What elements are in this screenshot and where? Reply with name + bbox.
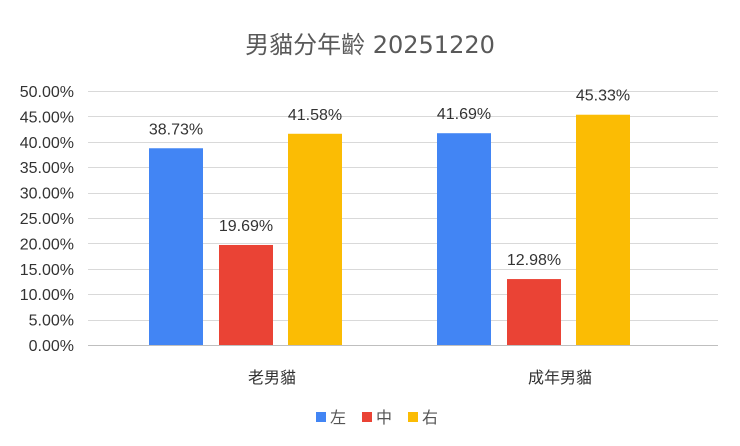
bar-右-老男貓	[288, 133, 342, 345]
bar-左-老男貓	[149, 148, 203, 345]
legend: 左中右	[316, 408, 438, 427]
legend-swatch	[362, 412, 372, 422]
bars	[149, 114, 630, 345]
x-category-label: 老男貓	[248, 368, 296, 387]
legend-label: 中	[376, 408, 392, 427]
data-label: 12.98%	[507, 252, 561, 269]
y-tick-label: 5.00%	[29, 313, 74, 330]
legend-item-右: 右	[408, 408, 438, 427]
y-tick-label: 40.00%	[20, 135, 74, 152]
legend-label: 右	[422, 408, 438, 427]
bar-中-成年男貓	[507, 279, 561, 345]
y-tick-label: 0.00%	[29, 338, 74, 355]
y-axis-tick-labels: 0.00% 5.00% 10.00% 15.00% 20.00% 25.00% 30.00%…	[20, 84, 74, 355]
y-tick-label: 15.00%	[20, 262, 74, 279]
y-tick-label: 25.00%	[20, 211, 74, 228]
legend-swatch	[408, 412, 418, 422]
data-labels: 38.73% 41.69% 19.69% 12.98% 41.58% 45.33%	[149, 88, 630, 269]
bar-中-老男貓	[219, 244, 273, 345]
data-label: 19.69%	[219, 218, 273, 235]
bar-左-成年男貓	[437, 133, 491, 345]
data-label: 41.58%	[288, 107, 342, 124]
legend-swatch	[316, 412, 326, 422]
chart-title: 男貓分年齡 20251220	[245, 31, 495, 59]
data-label: 38.73%	[149, 121, 203, 138]
bar-右-成年男貓	[576, 114, 630, 345]
y-tick-label: 35.00%	[20, 160, 74, 177]
legend-item-中: 中	[362, 408, 392, 427]
x-axis-category-labels: 老男貓 成年男貓	[248, 368, 592, 387]
y-tick-label: 20.00%	[20, 236, 74, 253]
data-label: 41.69%	[437, 106, 491, 123]
legend-label: 左	[330, 408, 346, 427]
y-tick-label: 10.00%	[20, 287, 74, 304]
data-label: 45.33%	[576, 88, 630, 105]
x-category-label: 成年男貓	[528, 368, 592, 387]
y-tick-label: 30.00%	[20, 186, 74, 203]
y-tick-label: 45.00%	[20, 109, 74, 126]
legend-item-左: 左	[316, 408, 346, 427]
y-tick-label: 50.00%	[20, 84, 74, 101]
